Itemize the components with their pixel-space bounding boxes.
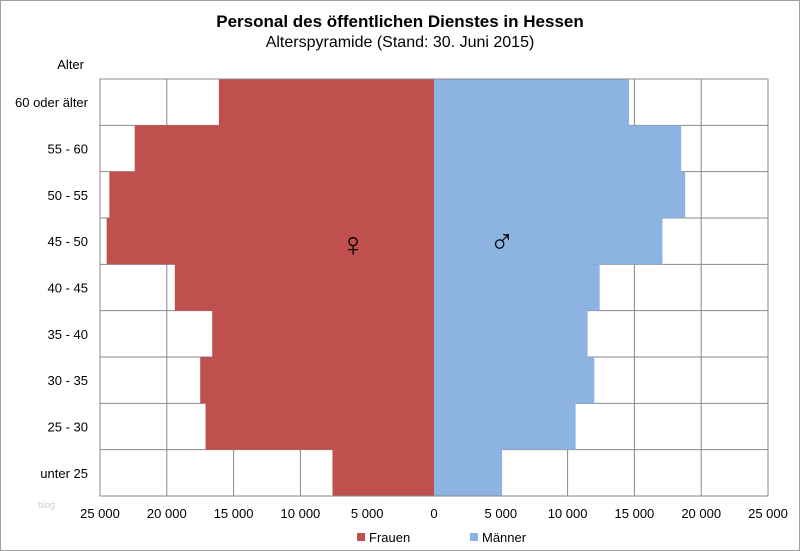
bar-frauen [200, 357, 434, 404]
legend-label-frauen: Frauen [369, 530, 410, 545]
y-tick-label: 45 - 50 [48, 234, 88, 249]
x-tick-label: 15 000 [615, 506, 655, 521]
watermark: blog [38, 500, 56, 510]
y-tick-label: 30 - 35 [48, 373, 88, 388]
legend-label-maenner: Männer [482, 530, 527, 545]
bar-maenner [434, 310, 588, 357]
y-tick-label: unter 25 [40, 466, 88, 481]
y-tick-label: 40 - 45 [48, 281, 88, 296]
x-tick-label: 10 000 [548, 506, 588, 521]
y-tick-label: 50 - 55 [48, 188, 88, 203]
bar-frauen [205, 403, 434, 450]
x-tick-label: 15 000 [214, 506, 254, 521]
legend-swatch-frauen [357, 533, 365, 541]
bar-maenner [434, 125, 682, 172]
bar-maenner [434, 79, 630, 126]
x-tick-label: 20 000 [147, 506, 187, 521]
legend-swatch-maenner [470, 533, 478, 541]
bar-frauen [174, 264, 435, 311]
bar-maenner [434, 449, 503, 496]
bar-frauen [332, 449, 434, 496]
y-tick-label: 25 - 30 [48, 420, 88, 435]
bar-frauen [212, 310, 434, 357]
y-tick-label: 55 - 60 [48, 142, 88, 157]
bar-frauen [106, 218, 435, 265]
x-tick-label: 10 000 [281, 506, 321, 521]
bar-maenner [434, 171, 686, 218]
y-tick-label: 60 oder älter [15, 95, 89, 110]
bar-maenner [434, 264, 600, 311]
x-tick-label: 5 000 [485, 506, 518, 521]
plot-border [99, 78, 769, 497]
bar-frauen [218, 79, 434, 126]
x-tick-label: 20 000 [681, 506, 721, 521]
chart-title: Personal des öffentlichen Dienstes in He… [216, 12, 584, 31]
y-axis-label: Alter [57, 57, 84, 72]
bar-frauen [109, 171, 435, 218]
x-tick-label: 25 000 [80, 506, 120, 521]
female-symbol: ♀ [340, 226, 366, 264]
x-tick-label: 5 000 [351, 506, 384, 521]
x-tick-label: 25 000 [748, 506, 788, 521]
bar-maenner [434, 357, 595, 404]
chart-subtitle: Alterspyramide (Stand: 30. Juni 2015) [265, 34, 535, 51]
bar-maenner [434, 403, 576, 450]
bar-frauen [134, 125, 434, 172]
bar-maenner [434, 218, 663, 265]
male-symbol: ♂ [489, 223, 515, 261]
x-tick-label: 0 [430, 506, 437, 521]
y-tick-label: 35 - 40 [48, 327, 88, 342]
